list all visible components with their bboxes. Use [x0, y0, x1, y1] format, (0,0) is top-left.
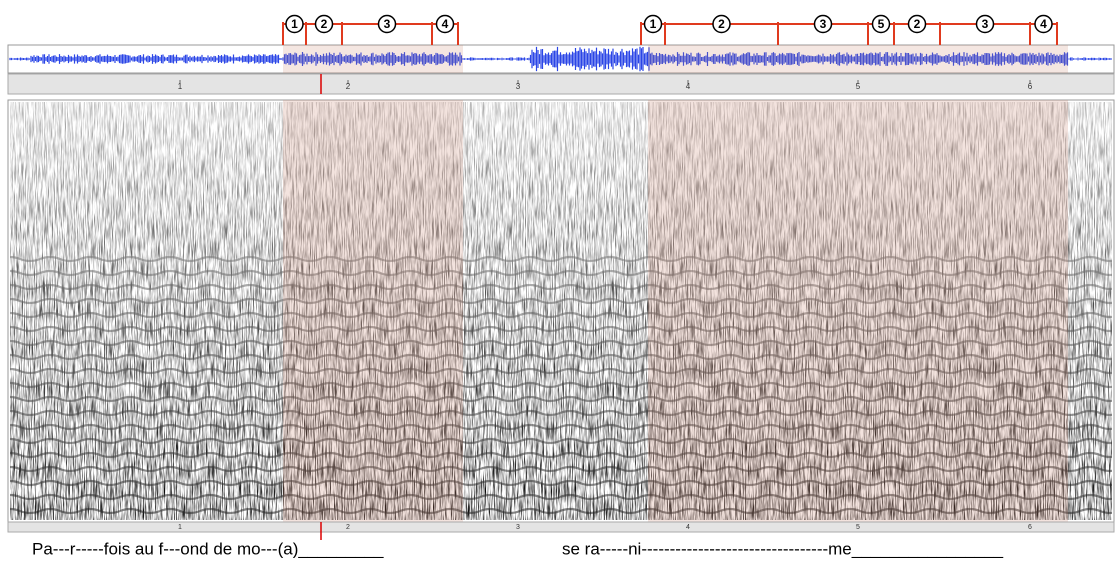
segment-badge	[643, 14, 663, 34]
highlight-region	[648, 100, 1068, 522]
segment-badge	[435, 14, 455, 34]
ruler-label: 4	[686, 82, 691, 91]
ruler-label: 2	[346, 524, 350, 531]
segment-label: 2	[321, 17, 328, 31]
segment-label: 2	[914, 17, 921, 31]
highlight-region	[283, 45, 463, 73]
bottom-ruler	[7, 521, 1115, 533]
spectrogram-fade	[10, 102, 1112, 520]
segment-badge	[377, 14, 397, 34]
segment-label: 3	[982, 17, 989, 31]
top-ruler	[7, 73, 1115, 95]
segment-label: 4	[442, 17, 449, 31]
waveform-trace	[9, 46, 1112, 72]
segment-badge	[813, 14, 833, 34]
ruler-label: 6	[1028, 82, 1033, 91]
ruler-label: 4	[686, 524, 690, 531]
segment-badge	[907, 14, 927, 34]
segment-badge	[712, 14, 731, 34]
segment-badge	[1034, 14, 1053, 34]
ruler-label: 1	[178, 82, 183, 91]
waveform	[9, 46, 1112, 72]
lyrics: Pa---r-----fois au f---ond de mo---(a)__…	[32, 539, 384, 558]
segment-label: 4	[1040, 17, 1047, 31]
segment-badge	[975, 14, 995, 34]
ruler-label: 1	[178, 524, 182, 531]
segment-label: 1	[291, 17, 298, 31]
ruler-label: 5	[856, 524, 860, 531]
segment-label: 3	[384, 17, 391, 31]
segment-badge	[285, 14, 304, 34]
ruler-label: 2	[346, 82, 351, 91]
highlight-region	[283, 100, 463, 522]
ruler-label: 5	[856, 82, 861, 91]
segment-label: 2	[718, 17, 725, 31]
segment-label: 3	[820, 17, 827, 31]
highlight-region	[648, 45, 1068, 73]
lyrics: se ra-----ni----------------------------…	[562, 539, 1004, 558]
ruler-label: 3	[516, 82, 521, 91]
segment-label: 5	[878, 17, 885, 31]
ruler-label: 6	[1028, 524, 1032, 531]
segment-badge	[871, 14, 891, 34]
ruler-label: 3	[516, 524, 520, 531]
segment-label: 1	[650, 17, 657, 31]
segment-badge	[314, 14, 334, 34]
